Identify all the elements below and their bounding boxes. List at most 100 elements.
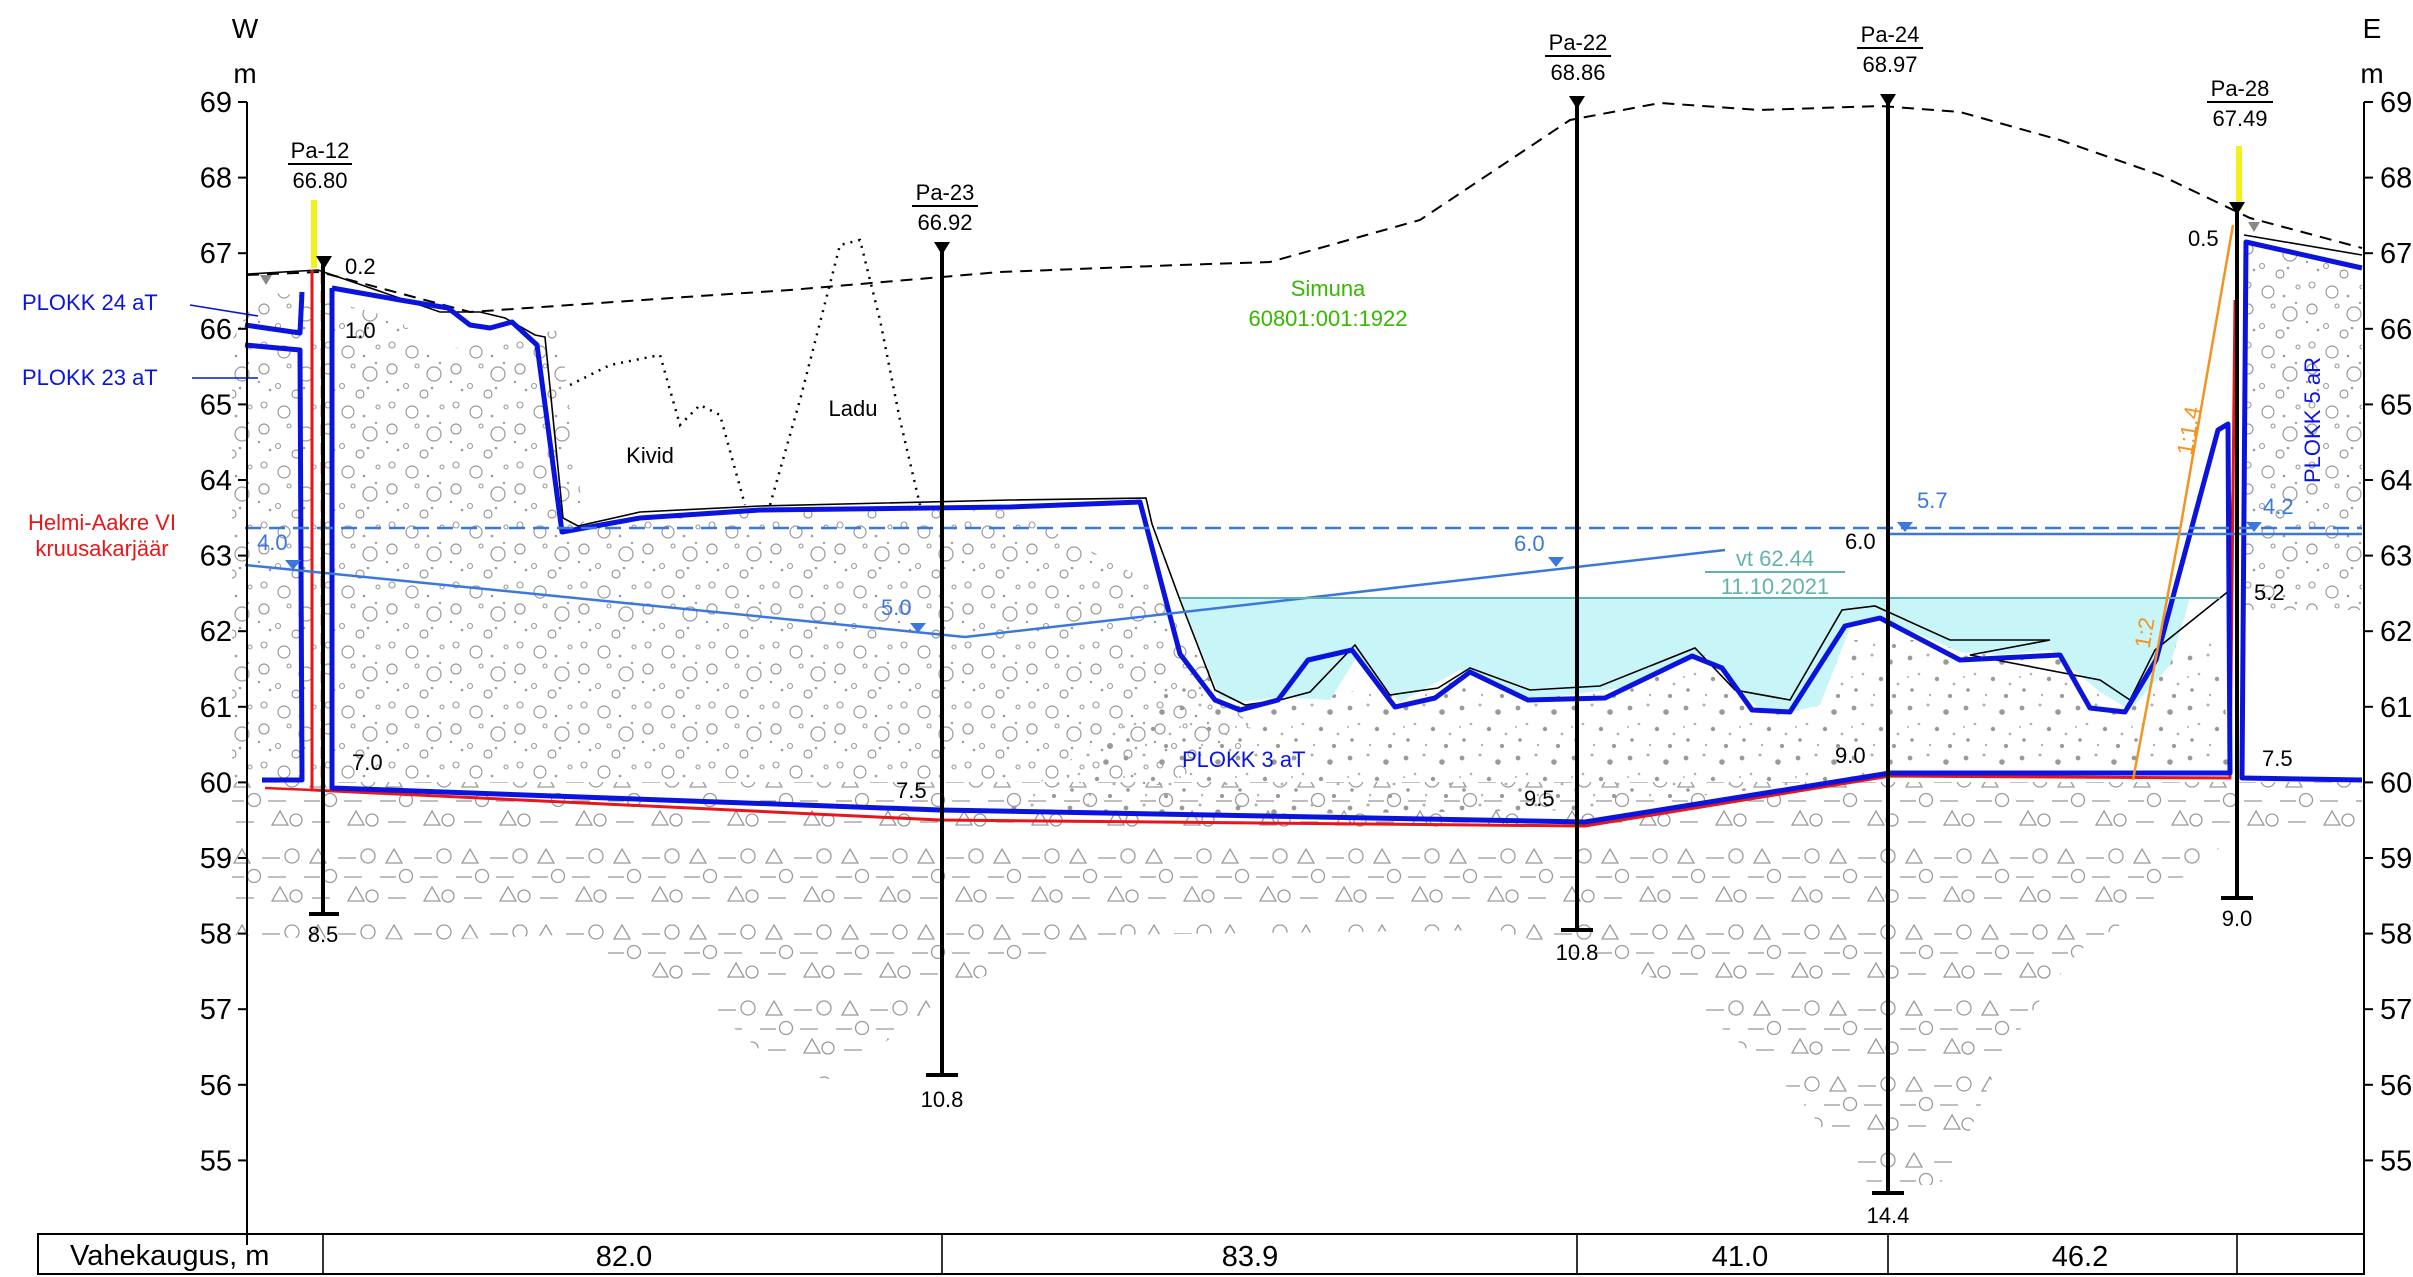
right-axis-tick-label: 62 [2380, 616, 2412, 648]
till-layer [232, 782, 2362, 1185]
left-axis-tick-label: 68 [200, 163, 232, 195]
water-marker-pa22 [1548, 557, 1564, 567]
slope-line-1-2 [2131, 529, 2182, 781]
simuna-label-2: 60801:001:1922 [1248, 306, 1407, 331]
distance-value-3: 41.0 [1712, 1241, 1768, 1273]
plokk-5-boundary [2239, 239, 2363, 783]
right-axis-ticks: 69 68 67 66 65 64 63 62 61 60 59 58 57 56 55 [2364, 87, 2412, 1177]
right-axis-tick-label: 60 [2380, 767, 2412, 799]
quarry-water [1180, 598, 2190, 712]
borehole-pa22-elevation: 68.86 [1550, 60, 1605, 85]
depth-labels: 0.2 1.0 7.0 8.5 4.0 7.5 10.8 5.0 9.5 10.… [257, 226, 2294, 1228]
distance-table-label: Vahekaugus, m [70, 1240, 269, 1272]
plokk-24-label: PLOKK 24 aT [22, 290, 158, 315]
water-date-label: 11.10.2021 [1721, 574, 1829, 599]
distance-value-2: 83.9 [1222, 1241, 1278, 1273]
pa22-layer-depth: 9.5 [1524, 786, 1555, 811]
right-axis-tick-label: 66 [2380, 314, 2412, 346]
distance-table: Vahekaugus, m 82.0 83.9 41.0 46.2 [37, 1233, 2365, 1275]
left-axis-tick-label: 65 [200, 389, 232, 421]
pa22-water-depth: 6.0 [1514, 531, 1545, 556]
plokk-23-label: PLOKK 23 aT [22, 365, 158, 390]
stones-label: Kivid [626, 443, 674, 468]
borehole-pa22-head [1569, 96, 1585, 109]
pa12-layer-depth: 7.0 [352, 750, 383, 775]
block-boundaries-blue [244, 239, 2363, 825]
borehole-pa28-name: Pa-28 [2211, 76, 2270, 101]
water-marker-pa23 [910, 623, 926, 633]
right-axis-tick-label: 56 [2380, 1070, 2412, 1102]
gravel-layer [232, 292, 1260, 785]
slope-1-1.4-label: 1:1.4 [2172, 404, 2205, 457]
groundwater-sloped-line [244, 548, 1726, 639]
boreholes [309, 98, 2253, 1195]
gravel-layer-east [2244, 240, 2362, 610]
helmi-aakre-stub-red [264, 786, 313, 792]
pa12-mid-depth: 1.0 [345, 318, 376, 343]
borehole-pa23-elevation: 66.92 [917, 210, 972, 235]
right-axis-tick-label: 64 [2380, 465, 2412, 497]
helmi-aakre-label-1: Helmi-Aakre VI [28, 510, 176, 535]
pa28-top-depth: 0.5 [2188, 226, 2219, 251]
borehole-pa24-elevation: 68.97 [1862, 52, 1917, 77]
simuna-label-1: Simuna [1291, 276, 1366, 301]
left-axis-tick-label: 69 [200, 87, 232, 119]
plokk-3-boundary [329, 285, 2233, 825]
distance-value-4: 46.2 [2052, 1241, 2108, 1273]
borehole-pa22-name: Pa-22 [1549, 30, 1608, 55]
left-axis-tick-label: 66 [200, 314, 232, 346]
borehole-pa12-name: Pa-12 [291, 138, 350, 163]
plokk-5-label: PLOKK 5 aR [2300, 357, 2325, 483]
left-unit-label: m [233, 58, 256, 89]
pa28-layer-depth: 7.5 [2262, 746, 2293, 771]
pa28-mid-depth: 5.2 [2254, 580, 2285, 605]
pa24-water-depth-2: 5.7 [1917, 488, 1948, 513]
pa28-water-depth: 4.2 [2263, 494, 2294, 519]
borehole-pa12-elevation: 66.80 [292, 168, 347, 193]
borehole-pa28-head [2229, 202, 2245, 215]
ground-marker-west [260, 275, 272, 285]
water-level-label: vt 62.44 [1736, 546, 1814, 571]
pa23-water-depth: 5.0 [881, 595, 912, 620]
right-axis-tick-label: 58 [2380, 919, 2412, 951]
left-axis-tick-label: 59 [200, 843, 232, 875]
right-axis-tick-label: 57 [2380, 994, 2412, 1026]
left-axis-ticks: 69 68 67 66 65 64 63 62 61 60 59 58 57 56 55 [200, 87, 247, 1177]
distance-value-1: 82.0 [596, 1241, 652, 1273]
west-label: W [232, 13, 259, 44]
region-labels: PLOKK 24 aT PLOKK 23 aT Helmi-Aakre VI k… [22, 276, 2325, 772]
borehole-pa12-head [316, 256, 332, 269]
pa24-layer-depth: 9.0 [1835, 743, 1866, 768]
ground-surface-line [246, 101, 2363, 314]
pa24-water-depth: 6.0 [1845, 529, 1876, 554]
pa22-bottom-depth: 10.8 [1556, 940, 1599, 965]
stones-pile-outline [569, 353, 747, 506]
storage-label: Ladu [829, 396, 878, 421]
left-elevation-axis: W m 69 68 67 66 65 64 63 62 61 60 59 58 57 56 55 [200, 13, 259, 1245]
left-axis-tick-label: 58 [200, 919, 232, 951]
pa12-bottom-depth: 8.5 [308, 922, 339, 947]
left-axis-tick-label: 61 [200, 692, 232, 724]
borehole-pa28-elevation: 67.49 [2212, 106, 2267, 131]
left-axis-tick-label: 63 [200, 541, 232, 573]
pa28-bottom-depth: 9.0 [2222, 906, 2253, 931]
left-axis-tick-label: 55 [200, 1145, 232, 1177]
right-unit-label: m [2360, 58, 2383, 89]
helmi-aakre-label-2: kruusakarjäär [35, 536, 168, 561]
right-axis-tick-label: 68 [2380, 163, 2412, 195]
left-axis-tick-label: 56 [200, 1070, 232, 1102]
left-axis-tick-label: 62 [200, 616, 232, 648]
water-marker-pa12 [285, 560, 301, 570]
soil-layers [232, 240, 2362, 1185]
plokk-23-boundary [244, 342, 305, 783]
borehole-pa23-head [934, 242, 950, 255]
borehole-pa23-name: Pa-23 [916, 180, 975, 205]
groundwater [244, 522, 2362, 639]
right-axis-tick-label: 55 [2380, 1145, 2412, 1177]
borehole-pa24-name: Pa-24 [1861, 22, 1920, 47]
right-axis-tick-label: 63 [2380, 541, 2412, 573]
slope-1-2-label: 1:2 [2130, 615, 2160, 649]
slope-line-1-1.4 [2178, 224, 2235, 531]
left-axis-tick-label: 60 [200, 767, 232, 799]
